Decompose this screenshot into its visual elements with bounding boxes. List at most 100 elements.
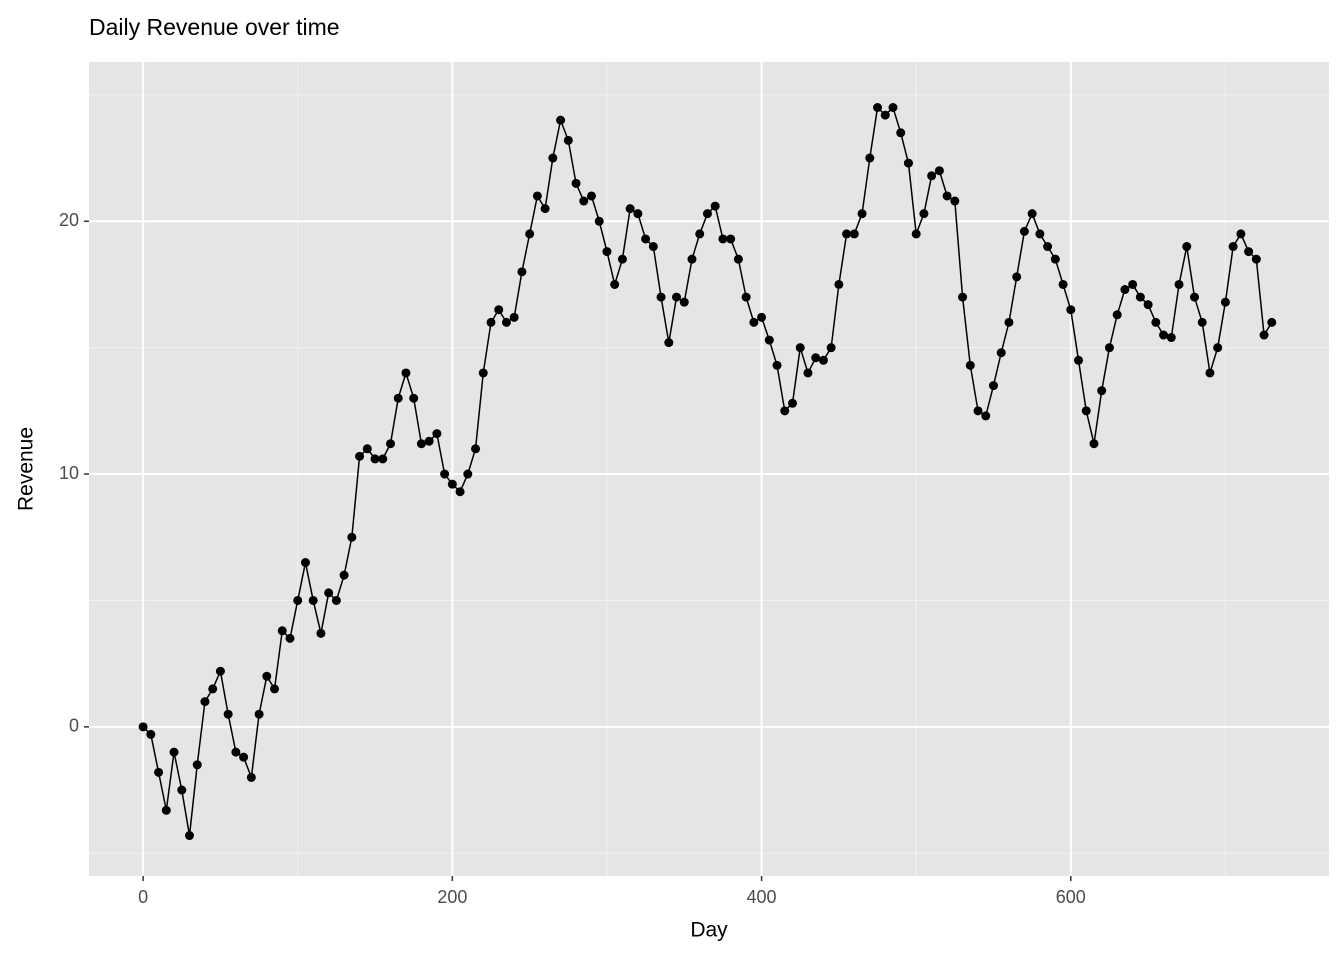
point xyxy=(447,479,457,489)
point xyxy=(1213,343,1223,353)
point xyxy=(803,368,813,378)
point xyxy=(1012,272,1022,282)
point xyxy=(401,368,411,378)
point xyxy=(795,343,805,353)
point xyxy=(842,229,852,239)
point xyxy=(270,684,280,694)
point xyxy=(702,209,712,219)
point xyxy=(958,292,968,302)
point xyxy=(1097,386,1107,396)
point xyxy=(1035,229,1045,239)
point xyxy=(942,191,952,201)
point xyxy=(664,338,674,348)
point xyxy=(849,229,859,239)
point xyxy=(378,454,388,464)
point xyxy=(834,279,844,289)
point xyxy=(424,436,434,446)
y-tick-label: 10 xyxy=(59,463,79,483)
point xyxy=(184,831,194,841)
point xyxy=(965,360,975,370)
point xyxy=(146,729,156,739)
point xyxy=(610,279,620,289)
point xyxy=(362,444,372,454)
point xyxy=(215,666,225,676)
point xyxy=(1081,406,1091,416)
point xyxy=(1050,254,1060,264)
x-tick-label: 400 xyxy=(747,887,777,907)
point xyxy=(811,353,821,363)
point xyxy=(1120,285,1130,295)
point xyxy=(385,439,395,449)
point xyxy=(339,570,349,580)
point xyxy=(1151,317,1161,327)
point xyxy=(672,292,682,302)
point xyxy=(625,204,635,214)
point xyxy=(1189,292,1199,302)
y-axis-title: Revenue xyxy=(15,427,38,511)
point xyxy=(679,297,689,307)
point xyxy=(733,254,743,264)
point xyxy=(950,196,960,206)
point xyxy=(741,292,751,302)
point xyxy=(888,103,898,113)
point xyxy=(1182,242,1192,252)
point xyxy=(455,487,465,497)
point xyxy=(285,633,295,643)
x-tick-label: 200 xyxy=(437,887,467,907)
point xyxy=(927,171,937,181)
point xyxy=(532,191,542,201)
point xyxy=(478,368,488,378)
point xyxy=(1159,330,1169,340)
point xyxy=(370,454,380,464)
point xyxy=(355,451,365,461)
point xyxy=(903,158,913,168)
point xyxy=(1104,343,1114,353)
point xyxy=(602,247,612,257)
point xyxy=(1074,355,1084,365)
point xyxy=(347,532,357,542)
point xyxy=(996,348,1006,358)
point xyxy=(880,110,890,120)
point xyxy=(324,588,334,598)
point xyxy=(911,229,921,239)
point xyxy=(1244,247,1254,257)
point xyxy=(1220,297,1230,307)
y-tick-label: 20 xyxy=(59,210,79,230)
point xyxy=(223,709,233,719)
point xyxy=(1197,317,1207,327)
point xyxy=(641,234,651,244)
point xyxy=(463,469,473,479)
point xyxy=(865,153,875,163)
point xyxy=(393,393,403,403)
point xyxy=(973,406,983,416)
point xyxy=(517,267,527,277)
point xyxy=(471,444,481,454)
point xyxy=(710,201,720,211)
y-tick-label: 0 xyxy=(69,716,79,736)
point xyxy=(409,393,419,403)
point xyxy=(1019,226,1029,236)
point xyxy=(548,153,558,163)
x-axis-title: Day xyxy=(690,919,728,942)
point xyxy=(440,469,450,479)
point xyxy=(633,209,643,219)
point xyxy=(780,406,790,416)
point xyxy=(873,103,883,113)
point xyxy=(1143,300,1153,310)
point xyxy=(1058,279,1068,289)
point xyxy=(1004,317,1014,327)
point xyxy=(277,626,287,636)
point xyxy=(1174,279,1184,289)
point xyxy=(1236,229,1246,239)
panel xyxy=(89,62,1329,876)
point xyxy=(648,242,658,252)
point xyxy=(239,752,249,762)
point xyxy=(1043,242,1053,252)
point xyxy=(749,317,759,327)
point xyxy=(1027,209,1037,219)
point xyxy=(818,355,828,365)
point xyxy=(896,128,906,138)
point xyxy=(200,697,210,707)
